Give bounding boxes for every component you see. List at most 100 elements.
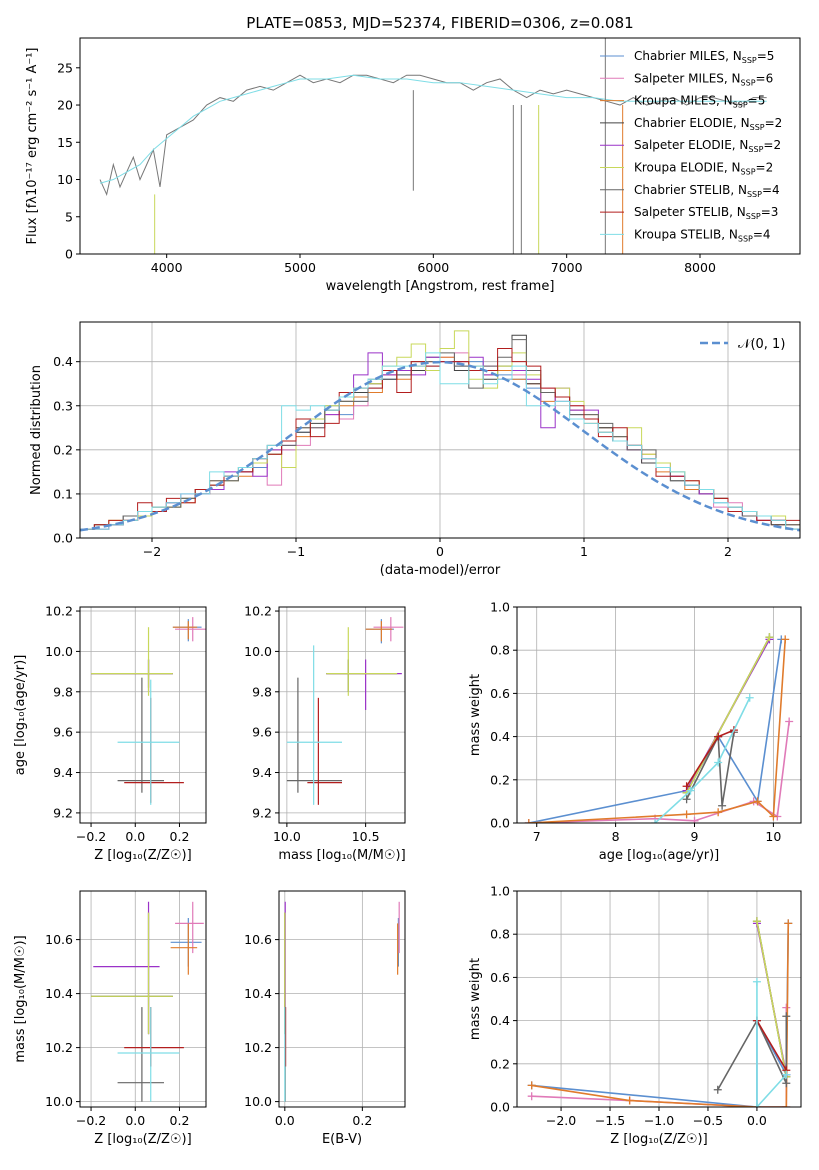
weight-line (756, 981, 787, 1107)
point-marker (714, 732, 723, 741)
x-axis-label: age [log₁₀(age/yr)] (599, 848, 720, 863)
plot-area (91, 617, 206, 805)
legend-label: Salpeter MILES, NSSP=6 (634, 71, 773, 87)
y-tick-label: 0.3 (53, 398, 73, 413)
chart-layer: 4000 5000 6000 7000 80000510152025wavelength… (13, 37, 802, 1147)
x-tick-label: −0.5 (693, 1113, 723, 1128)
legend-label-sub: SSP (738, 234, 753, 243)
point-marker (785, 717, 794, 726)
point-marker (782, 1070, 791, 1079)
y-tick-label: 10.2 (244, 1040, 272, 1055)
x-tick-label: 7000 (551, 260, 583, 275)
x-axis-label: Z [log₁₀(Z/Z☉)] (94, 1132, 191, 1147)
y-axis-label: mass [log₁₀(M/M☉)] (13, 935, 28, 1062)
legend-label-tail: =5 (757, 49, 775, 63)
legend-label-tail: =4 (753, 227, 771, 241)
y-tick-label: 9.2 (252, 805, 272, 820)
point-marker (625, 1096, 634, 1105)
weight-line (528, 639, 787, 823)
plot-area (91, 901, 204, 1102)
y-tick-label: 10.6 (45, 932, 73, 947)
x-tick-label: 0.0 (125, 1113, 145, 1128)
legend-label-main: Chabrier MILES, N (634, 49, 742, 63)
panel-spectrum: 4000 5000 6000 7000 8000 0 5 10 15 20 25 wavelength… (25, 37, 801, 294)
y-tick-label: 1.0 (490, 600, 510, 615)
point-marker (782, 1079, 791, 1088)
point-marker (782, 1103, 791, 1107)
y-tick-label: 9.4 (252, 765, 272, 780)
x-tick-label: −2.0 (546, 1113, 576, 1128)
histogram-step (80, 352, 800, 530)
point-marker (765, 633, 774, 642)
point-marker (714, 808, 723, 817)
plot-area (99, 38, 767, 254)
y-tick-label: 0.2 (490, 1056, 510, 1071)
axes-frame (79, 890, 207, 1108)
y-tick-label: 0.6 (490, 970, 510, 985)
x-tick-label: 8000 (684, 260, 716, 275)
x-tick-label: 8 (612, 829, 620, 844)
x-tick-label: 5000 (284, 260, 316, 275)
y-tick-label: 10.0 (45, 644, 73, 659)
x-tick-label: −2 (143, 544, 161, 559)
y-tick-label: 10.0 (45, 1094, 73, 1109)
y-tick-label: 0.2 (490, 772, 510, 787)
legend-label-tail: =2 (756, 161, 774, 175)
axes-frame (278, 890, 406, 1108)
x-tick-label: −1.5 (595, 1113, 625, 1128)
x-tick-label: 10.0 (273, 829, 301, 844)
legend-label: Chabrier MILES, NSSP=5 (634, 49, 774, 65)
y-tick-label: 10.2 (45, 1040, 73, 1055)
x-tick-label: −1.0 (644, 1113, 674, 1128)
y-tick-label: 10.0 (244, 1094, 272, 1109)
x-tick-label: 1 (580, 544, 588, 559)
point-marker (713, 1085, 722, 1094)
legend-label-main: Kroupa ELODIE, N (634, 161, 741, 175)
legend-label-sub: SSP (746, 212, 761, 221)
y-tick-label: 25 (57, 60, 73, 75)
x-tick-label: −0.2 (76, 1113, 106, 1128)
x-tick-label: 0.0 (747, 1113, 767, 1128)
x-tick-label: 0.2 (170, 1113, 190, 1128)
x-tick-label: 7 (533, 829, 541, 844)
plot-area (80, 330, 800, 532)
y-tick-label: 10 (57, 172, 73, 187)
panel-age_vs_mass: 10.0 10.5 9.2 9.4 9.6 9.8 10.0 10.2 mass [log₁₀(… (244, 604, 406, 863)
y-tick-label: 10.2 (45, 604, 73, 619)
weight-line (756, 1020, 787, 1071)
y-tick-label: 9.6 (252, 725, 272, 740)
x-axis-label: E(B-V) (322, 1132, 362, 1147)
y-tick-label: 0.4 (490, 729, 510, 744)
point-marker (527, 1092, 536, 1101)
y-tick-label: 20 (57, 98, 73, 113)
plot-area (284, 901, 400, 1102)
point-marker (769, 812, 778, 821)
x-tick-label: 6000 (417, 260, 449, 275)
gaussian-curve (80, 360, 800, 532)
y-tick-label: 15 (57, 135, 73, 150)
x-tick-label: 2 (724, 544, 732, 559)
y-tick-label: 0.8 (490, 927, 510, 942)
axes-frame (278, 606, 406, 824)
weight-line (685, 636, 771, 794)
plot-area (286, 617, 404, 805)
legend-label-main: Salpeter MILES, N (634, 71, 741, 85)
x-tick-label: 4000 (151, 260, 183, 275)
axes-frame (79, 37, 801, 255)
weight-line (531, 923, 790, 1107)
y-tick-label: 10.2 (244, 604, 272, 619)
weight-line (531, 923, 790, 1107)
x-tick-label: −1 (287, 544, 305, 559)
y-tick-label: 1.0 (490, 884, 510, 899)
legend-label-sub: SSP (741, 78, 756, 87)
y-tick-label: 9.6 (53, 725, 73, 740)
legend-label-tail: =3 (761, 205, 779, 219)
y-tick-label: 0.1 (53, 486, 73, 501)
legend-label-sub: SSP (748, 145, 763, 154)
weight-line (654, 697, 751, 823)
point-marker (682, 810, 691, 819)
panel-mass_vs_Z: −0.2 0.0 0.2 10.0 10.2 10.4 10.6 Z [log₁₀(Z/Z☉)… (13, 890, 207, 1147)
point-marker (651, 819, 660, 823)
legend-label-tail: =4 (762, 183, 780, 197)
point-marker (752, 977, 761, 986)
